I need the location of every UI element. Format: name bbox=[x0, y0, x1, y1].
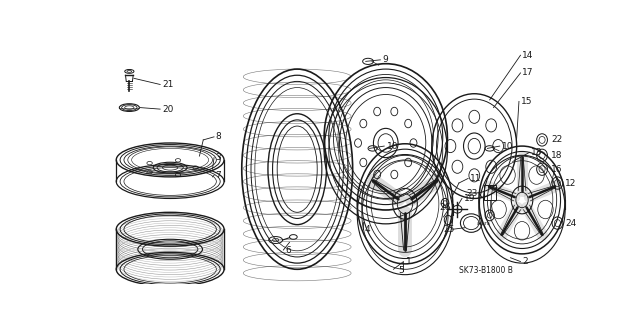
Text: 3: 3 bbox=[216, 153, 221, 162]
Text: 22: 22 bbox=[551, 136, 563, 145]
Text: 9: 9 bbox=[383, 55, 388, 64]
Text: 14: 14 bbox=[522, 51, 533, 60]
Text: 15: 15 bbox=[520, 97, 532, 106]
Text: 5: 5 bbox=[398, 266, 404, 275]
Text: 16: 16 bbox=[551, 165, 563, 174]
Text: acura: acura bbox=[477, 220, 490, 226]
Text: 12: 12 bbox=[565, 179, 577, 188]
Text: 10: 10 bbox=[502, 142, 513, 151]
Text: 24: 24 bbox=[565, 219, 577, 227]
Text: 8: 8 bbox=[216, 132, 221, 141]
Text: 18: 18 bbox=[551, 151, 563, 160]
Text: 26: 26 bbox=[440, 203, 451, 212]
Text: 21: 21 bbox=[163, 80, 174, 89]
Text: 25: 25 bbox=[443, 225, 454, 234]
Text: 13: 13 bbox=[531, 148, 543, 157]
Text: 20: 20 bbox=[163, 105, 174, 114]
Text: 19: 19 bbox=[463, 194, 475, 203]
Text: 2: 2 bbox=[523, 257, 529, 266]
Text: 1: 1 bbox=[406, 257, 412, 266]
Text: 17: 17 bbox=[522, 69, 534, 78]
Text: 11: 11 bbox=[470, 174, 481, 183]
Text: 6: 6 bbox=[285, 246, 291, 255]
Text: 23: 23 bbox=[466, 189, 477, 198]
Text: 4: 4 bbox=[365, 225, 371, 234]
Text: SK73-B1800 B: SK73-B1800 B bbox=[459, 266, 513, 275]
Text: 10: 10 bbox=[387, 142, 398, 151]
Text: 7: 7 bbox=[216, 171, 221, 180]
